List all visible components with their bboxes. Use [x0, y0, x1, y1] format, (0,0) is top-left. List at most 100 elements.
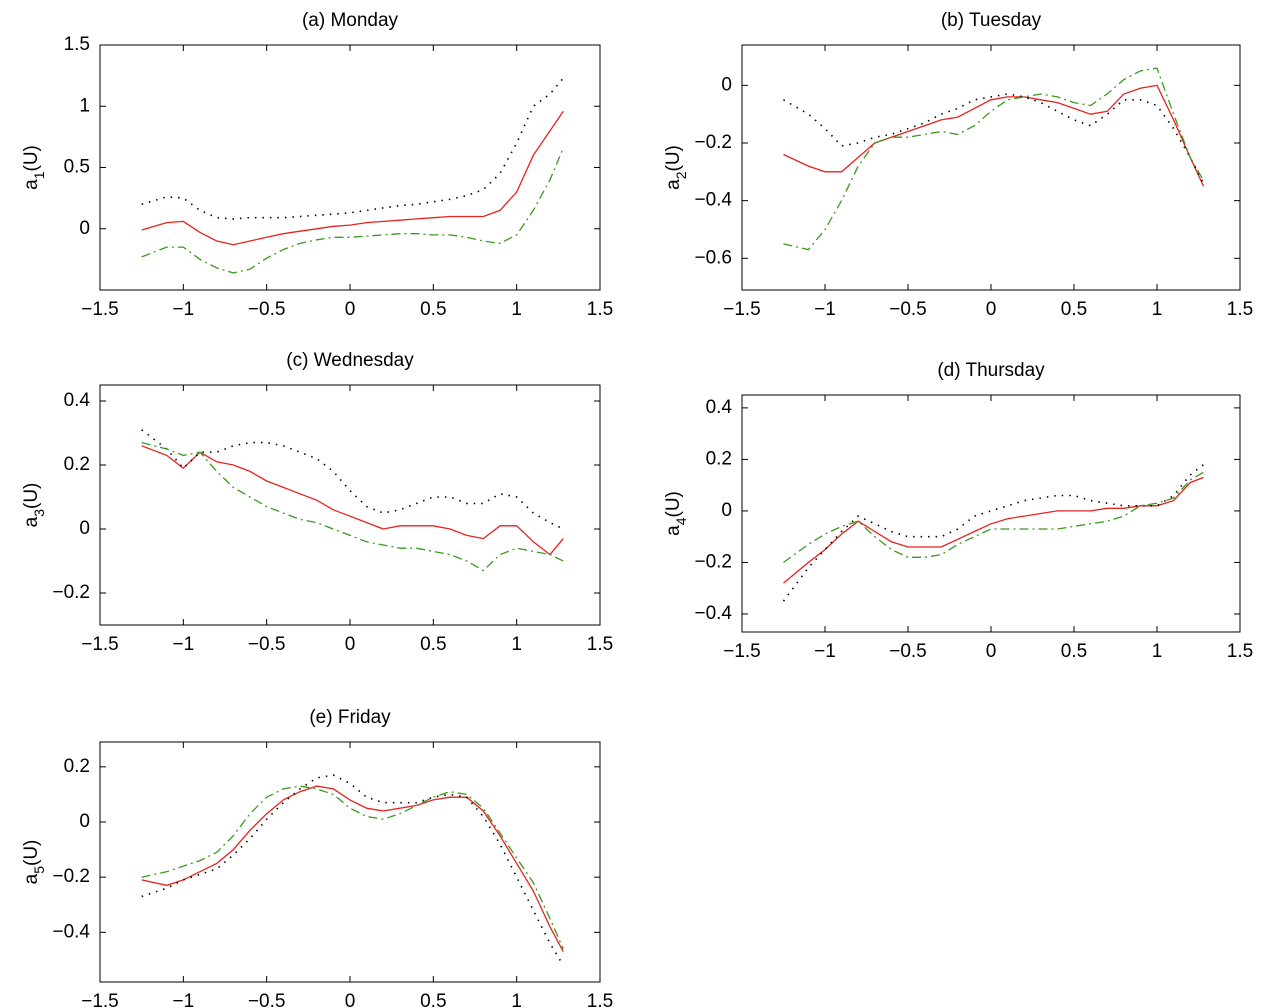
- subplot-title: (b) Tuesday: [941, 10, 1042, 31]
- y-axis-label-part: 3: [31, 509, 47, 517]
- y-axis-label: a4(U): [663, 491, 689, 536]
- y-axis-label-part: (U): [21, 145, 42, 171]
- series-line: [141, 445, 564, 556]
- y-axis-label-part: (U): [21, 840, 42, 866]
- x-tick-label: 0: [986, 299, 997, 320]
- x-tick-label: 1.5: [1227, 299, 1253, 320]
- y-tick-label: 1.5: [64, 34, 90, 55]
- y-tick-label: 0: [79, 218, 90, 239]
- series-line: [782, 463, 1204, 602]
- y-axis-label-part: a: [663, 179, 684, 190]
- subplot-title: (e) Friday: [309, 707, 391, 728]
- x-tick-label: −1.5: [723, 641, 761, 662]
- y-axis-label-part: 1: [31, 171, 47, 179]
- x-tick-label: 1: [511, 991, 522, 1008]
- series-line: [783, 84, 1205, 187]
- x-tick-label: 0.5: [420, 634, 446, 655]
- x-tick-label: 1.5: [1227, 641, 1253, 662]
- x-tick-label: −1: [172, 634, 194, 655]
- x-tick-label: −0.5: [889, 641, 927, 662]
- y-axis-label-part: (U): [21, 483, 42, 509]
- x-tick-label: 0.5: [1061, 299, 1087, 320]
- y-axis-label-part: 5: [31, 866, 47, 874]
- axes-frame: [741, 394, 1241, 633]
- x-tick-label: 1.5: [587, 634, 613, 655]
- series-line: [783, 471, 1204, 563]
- x-tick-label: −1: [172, 991, 194, 1008]
- y-tick-label: 0: [79, 518, 90, 539]
- series-line: [141, 429, 564, 530]
- y-tick-label: −0.4: [694, 603, 732, 624]
- y-tick-label: −0.4: [52, 921, 90, 942]
- series-line: [141, 441, 564, 572]
- y-axis-label: a5(U): [21, 840, 47, 885]
- x-tick-label: 0: [986, 641, 997, 662]
- x-tick-label: −1.5: [81, 991, 119, 1008]
- y-tick-label: 0.4: [64, 390, 91, 411]
- x-tick-label: 1.5: [587, 991, 613, 1008]
- subplot-title: (a) Monday: [302, 10, 399, 31]
- x-tick-label: 1: [511, 634, 522, 655]
- axes-frame: [99, 741, 601, 983]
- series-line: [141, 110, 564, 246]
- axes-frame: [741, 44, 1241, 291]
- y-axis-label-part: (U): [663, 491, 684, 517]
- x-tick-label: −1: [814, 641, 836, 662]
- y-axis-label-part: 2: [673, 171, 689, 179]
- y-axis-label: a1(U): [21, 145, 47, 190]
- series-line: [141, 147, 564, 274]
- x-tick-label: 0.5: [420, 299, 446, 320]
- x-tick-label: −1: [814, 299, 836, 320]
- y-tick-label: 0: [79, 811, 90, 832]
- x-tick-label: 0: [345, 634, 356, 655]
- x-tick-label: −0.5: [889, 299, 927, 320]
- y-tick-label: −0.4: [694, 190, 732, 211]
- series-line: [141, 785, 564, 950]
- y-axis-label-part: a: [663, 525, 684, 536]
- y-tick-label: −0.2: [52, 866, 90, 887]
- x-tick-label: 0.5: [420, 991, 446, 1008]
- y-tick-label: 0: [721, 74, 732, 95]
- x-tick-label: −1: [172, 299, 194, 320]
- x-tick-label: 1: [511, 299, 522, 320]
- y-tick-label: 0.2: [64, 454, 90, 475]
- y-tick-label: −0.2: [694, 132, 732, 153]
- series-line: [783, 93, 1205, 184]
- x-tick-label: −0.5: [248, 991, 286, 1008]
- x-tick-label: −1.5: [81, 634, 119, 655]
- subplot-title: (c) Wednesday: [286, 350, 414, 371]
- y-tick-label: −0.2: [52, 582, 90, 603]
- y-axis-label-part: (U): [663, 145, 684, 171]
- x-tick-label: 0.5: [1061, 641, 1087, 662]
- x-tick-label: 0: [345, 991, 356, 1008]
- y-tick-label: 0: [721, 500, 732, 521]
- y-axis-label: a2(U): [663, 145, 689, 190]
- y-tick-label: 0.5: [64, 157, 90, 178]
- series-line: [783, 67, 1205, 251]
- y-tick-label: 0.2: [64, 756, 90, 777]
- y-axis-label: a3(U): [21, 483, 47, 528]
- y-tick-label: 0.2: [706, 448, 732, 469]
- y-tick-label: −0.6: [694, 247, 732, 268]
- x-tick-label: 1: [1152, 641, 1163, 662]
- subplot-title: (d) Thursday: [937, 360, 1045, 381]
- x-tick-label: 0: [345, 299, 356, 320]
- y-axis-label-part: a: [21, 179, 42, 190]
- y-tick-label: 1: [79, 95, 90, 116]
- series-line: [141, 77, 564, 220]
- x-tick-label: −1.5: [81, 299, 119, 320]
- series-line: [141, 785, 564, 953]
- y-axis-label-part: a: [21, 516, 42, 527]
- y-tick-label: −0.2: [694, 551, 732, 572]
- y-axis-label-part: a: [21, 873, 42, 884]
- axes-frame: [99, 44, 601, 291]
- x-tick-label: −0.5: [248, 299, 286, 320]
- series-line: [783, 476, 1204, 584]
- axes-frame: [99, 384, 601, 626]
- y-axis-label-part: 4: [673, 517, 689, 525]
- x-tick-label: 1: [1152, 299, 1163, 320]
- y-tick-label: 0.4: [706, 397, 733, 418]
- x-tick-label: −0.5: [248, 634, 286, 655]
